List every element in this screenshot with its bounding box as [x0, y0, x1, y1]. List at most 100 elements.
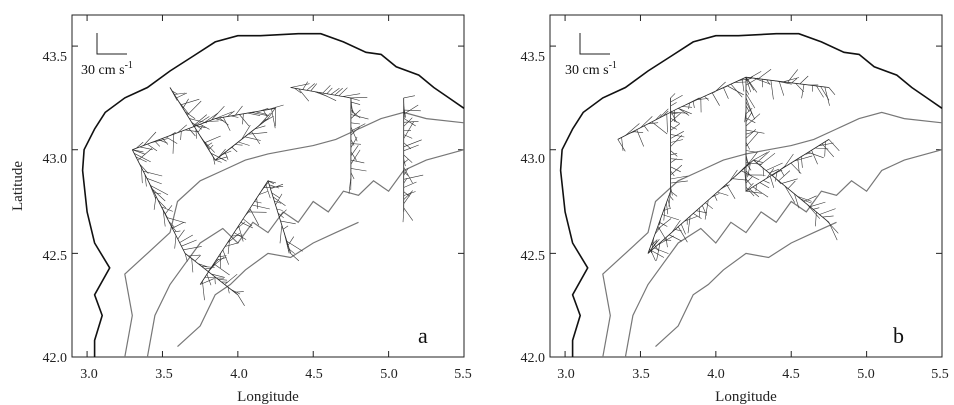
- panel-a-current-vector: [185, 129, 199, 133]
- panel-a-current-vector: [177, 229, 185, 240]
- panel-b-current-vector: [765, 162, 783, 171]
- panel-b-current-vector: [821, 143, 835, 158]
- panel-b-track-3: [745, 77, 830, 192]
- panel-a-current-vector: [211, 105, 225, 121]
- panel-a-current-vector: [172, 134, 175, 154]
- panel-a-current-vector: [403, 181, 417, 188]
- panel-a-current-vector: [403, 121, 414, 139]
- panel-b-letter: b: [893, 323, 904, 348]
- panel-a-current-vector: [194, 254, 201, 262]
- panel-a-current-vector: [249, 208, 260, 226]
- panel-b-current-vector: [745, 182, 754, 192]
- panel-a-current-vector: [403, 154, 413, 163]
- panel-b-current-vector: [828, 222, 838, 241]
- panel-b-current-vector: [783, 77, 800, 83]
- panel-a-current-vector: [206, 142, 213, 147]
- panel-a-scale-bar-line: [96, 33, 127, 55]
- panel-a-current-vector: [350, 101, 361, 105]
- panel-a-current-vector: [326, 87, 333, 95]
- panel-b-current-vector: [663, 208, 670, 211]
- panel-a-current-vector: [403, 121, 419, 123]
- panel-a-current-vector: [227, 239, 230, 255]
- panel-a-current-vector: [334, 87, 343, 96]
- panel-b-current-vector: [711, 92, 720, 106]
- panel-b-current-vector: [745, 132, 759, 147]
- panel-b-current-vector: [780, 169, 785, 177]
- panel-b-current-vector: [692, 101, 695, 108]
- panel-b-current-vector: [753, 152, 768, 161]
- panel-a-current-vector: [178, 101, 190, 115]
- panel-a-isobath-0: [124, 111, 465, 358]
- panel-a-current-vector: [289, 249, 295, 254]
- panel-b-current-vector: [791, 78, 798, 84]
- panel-b-current-vector: [745, 112, 753, 123]
- panel-b-current-vector: [773, 169, 783, 175]
- panel-a-current-vector: [166, 217, 187, 224]
- panel-a-x-tick-3: 4.5: [305, 367, 323, 382]
- panel-a-current-vector: [235, 105, 243, 116]
- panel-a-current-vector: [227, 110, 235, 117]
- panel-a-current-vector: [191, 258, 194, 273]
- panel-b-current-vector: [636, 129, 644, 147]
- panel-b-current-vector: [671, 220, 681, 233]
- panel-a-current-vector: [264, 115, 274, 122]
- panel-b-current-vector: [656, 218, 672, 231]
- panel-a-current-vector: [275, 193, 283, 206]
- panel-b-current-vector: [650, 239, 658, 246]
- panel-a: 3.0 3.5 4.0 4.5 5.0 5.5 42.0 42.5 43.0 4…: [10, 14, 472, 405]
- panel-b-current-vector: [651, 121, 668, 135]
- panel-b-coastline-line: [559, 32, 943, 357]
- panel-a-current-vector: [236, 221, 246, 230]
- panel-a-current-vector: [244, 136, 261, 141]
- panel-b-current-vector: [799, 75, 809, 85]
- panel-a-current-vector: [350, 136, 358, 148]
- panel-a-current-vector: [247, 112, 261, 116]
- panel-b-current-vector: [745, 142, 750, 150]
- panel-a-current-vector: [146, 178, 162, 185]
- panel-b-current-vector: [819, 208, 836, 215]
- panel-b-x-axis-label: Longitude: [715, 389, 777, 405]
- panel-a-current-vector: [238, 225, 244, 242]
- panel-b-current-vector: [783, 153, 794, 168]
- panel-a-track-4: [290, 87, 352, 181]
- panel-a-current-vector: [184, 253, 195, 261]
- panel-a-current-vector: [215, 111, 233, 119]
- panel-a-current-vector: [195, 128, 197, 139]
- panel-a-current-vector: [403, 158, 409, 164]
- panel-a-current-vector: [215, 257, 227, 261]
- panel-a-y-tick-2: 43.0: [43, 152, 68, 167]
- panel-a-current-vector: [302, 81, 308, 90]
- panel-b-current-vector: [654, 227, 661, 235]
- panel-a-current-vector: [254, 125, 266, 130]
- panel-a-current-vector: [258, 191, 268, 195]
- panel-a-ticks: [72, 15, 465, 358]
- panel-b-y-tick-2: 43.0: [521, 152, 546, 167]
- panel-a-current-vector: [172, 221, 185, 229]
- panel-b-current-vector: [815, 211, 817, 227]
- panel-a-current-vector: [172, 90, 178, 95]
- panel-a-current-vector: [179, 234, 193, 243]
- panel-b-current-vector: [687, 216, 691, 234]
- panel-b-current-vector: [681, 106, 693, 108]
- panel-a-isobath-1: [146, 149, 465, 358]
- panel-a-current-vector: [402, 211, 404, 223]
- panel-a-current-vector: [198, 263, 208, 268]
- panel-a-current-vector: [267, 106, 277, 119]
- panel-a-current-vector: [350, 149, 361, 165]
- panel-b-current-vector: [791, 190, 802, 200]
- panel-b-current-vector: [745, 151, 758, 167]
- panel-b-current-vector: [759, 182, 770, 189]
- panel-a-current-vector: [221, 150, 232, 156]
- panel-a-current-vector: [132, 149, 146, 155]
- panel-a-current-vector: [181, 239, 197, 247]
- panel-b-current-vector: [714, 194, 718, 201]
- panel-b-current-vector: [744, 109, 747, 123]
- panel-a-current-vector: [242, 113, 244, 125]
- panel-a-current-vector: [251, 131, 261, 145]
- panel-a-current-vector: [200, 124, 210, 130]
- panel-a-current-vector: [133, 153, 151, 163]
- panel-b-current-vector: [723, 184, 730, 187]
- panel-b-current-vector: [723, 87, 729, 99]
- panel-b-current-vector: [787, 155, 804, 166]
- panel-a-current-vector: [350, 106, 355, 116]
